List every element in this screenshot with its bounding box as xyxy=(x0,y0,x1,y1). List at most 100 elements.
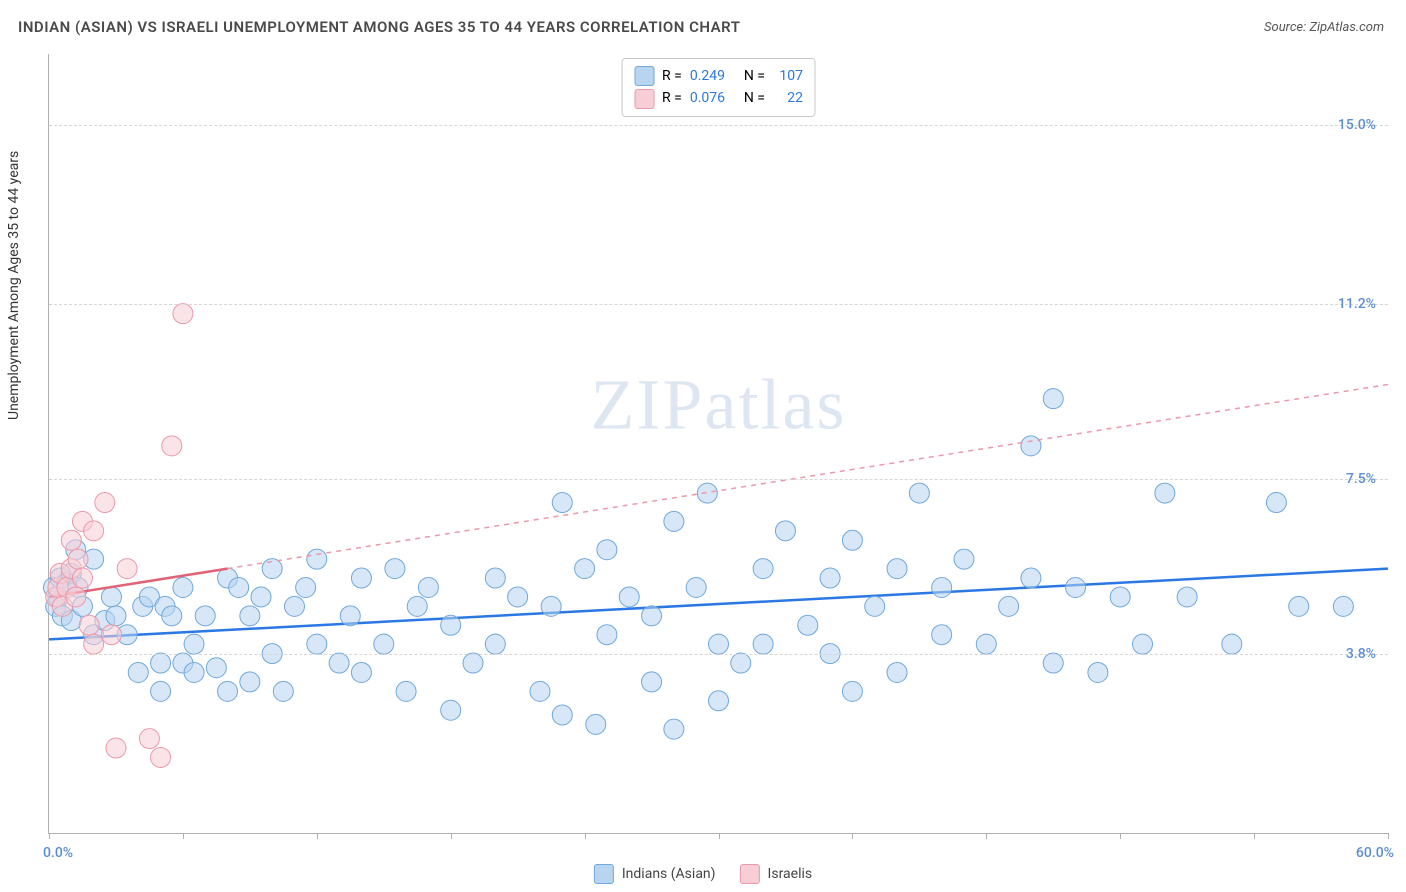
stats-row-series-0: R = 0.249 N = 107 xyxy=(634,65,803,87)
data-point xyxy=(1043,653,1063,673)
data-point xyxy=(229,577,249,597)
stats-n-label: N = xyxy=(744,65,765,87)
data-point xyxy=(842,681,862,701)
data-point xyxy=(485,568,505,588)
data-point xyxy=(101,587,121,607)
data-point xyxy=(932,625,952,645)
data-point xyxy=(1066,577,1086,597)
x-axis-min-label: 0.0% xyxy=(43,845,73,861)
data-point xyxy=(307,549,327,569)
data-point xyxy=(79,615,99,635)
data-point xyxy=(954,549,974,569)
data-point xyxy=(101,625,121,645)
data-point xyxy=(485,634,505,654)
data-point xyxy=(106,738,126,758)
data-point xyxy=(66,587,86,607)
source-attribution: Source: ZipAtlas.com xyxy=(1264,20,1384,35)
data-point xyxy=(1110,587,1130,607)
x-tick-mark xyxy=(1254,833,1255,839)
data-point xyxy=(976,634,996,654)
data-point xyxy=(162,436,182,456)
y-tick-label: 11.2% xyxy=(1338,296,1376,312)
data-point xyxy=(184,634,204,654)
data-point xyxy=(463,653,483,673)
swatch-series-1 xyxy=(634,89,654,109)
x-tick-mark xyxy=(719,833,720,839)
x-tick-mark xyxy=(451,833,452,839)
data-point xyxy=(865,596,885,616)
data-point xyxy=(396,681,416,701)
data-point xyxy=(508,587,528,607)
data-point xyxy=(909,483,929,503)
data-point xyxy=(151,681,171,701)
data-point xyxy=(1155,483,1175,503)
data-point xyxy=(418,577,438,597)
data-point xyxy=(68,549,88,569)
data-point xyxy=(709,691,729,711)
data-point xyxy=(798,615,818,635)
x-tick-mark xyxy=(317,833,318,839)
data-point xyxy=(340,606,360,626)
data-point xyxy=(1043,389,1063,409)
trend-extrapolate-1 xyxy=(228,384,1388,568)
x-tick-mark xyxy=(986,833,987,839)
data-point xyxy=(151,653,171,673)
data-point xyxy=(530,681,550,701)
data-point xyxy=(775,521,795,541)
data-point xyxy=(664,511,684,531)
stats-n-label: N = xyxy=(744,87,765,109)
data-point xyxy=(184,662,204,682)
data-point xyxy=(296,577,316,597)
data-point xyxy=(820,568,840,588)
y-tick-label: 3.8% xyxy=(1346,646,1376,662)
data-point xyxy=(218,681,238,701)
data-point xyxy=(374,634,394,654)
data-point xyxy=(262,559,282,579)
gridline xyxy=(49,654,1388,655)
x-tick-mark xyxy=(852,833,853,839)
stats-r-label: R = xyxy=(662,65,682,87)
data-point xyxy=(307,634,327,654)
data-point xyxy=(731,653,751,673)
data-point xyxy=(1333,596,1353,616)
chart-title: INDIAN (ASIAN) VS ISRAELI UNEMPLOYMENT A… xyxy=(18,18,740,36)
stats-r-value-1: 0.076 xyxy=(690,87,736,109)
data-point xyxy=(240,606,260,626)
legend-item-1: Israelis xyxy=(740,864,813,884)
data-point xyxy=(351,568,371,588)
data-point xyxy=(597,540,617,560)
data-point xyxy=(195,606,215,626)
data-point xyxy=(642,672,662,692)
data-point xyxy=(240,672,260,692)
stats-n-value-0: 107 xyxy=(773,65,803,87)
data-point xyxy=(117,559,137,579)
x-tick-mark xyxy=(1388,833,1389,839)
data-point xyxy=(552,705,572,725)
data-point xyxy=(251,587,271,607)
x-axis-max-label: 60.0% xyxy=(1356,845,1394,861)
data-point xyxy=(664,719,684,739)
x-tick-mark xyxy=(1120,833,1121,839)
data-point xyxy=(586,714,606,734)
data-point xyxy=(106,606,126,626)
data-point xyxy=(709,634,729,654)
x-tick-mark xyxy=(585,833,586,839)
legend-label-1: Israelis xyxy=(768,866,813,882)
stats-legend: R = 0.249 N = 107 R = 0.076 N = 22 xyxy=(621,58,816,117)
data-point xyxy=(84,634,104,654)
data-point xyxy=(329,653,349,673)
x-tick-mark xyxy=(49,833,50,839)
stats-r-label: R = xyxy=(662,87,682,109)
stats-row-series-1: R = 0.076 N = 22 xyxy=(634,87,803,109)
data-point xyxy=(1021,436,1041,456)
data-point xyxy=(1088,662,1108,682)
gridline xyxy=(49,479,1388,480)
data-point xyxy=(619,587,639,607)
data-point xyxy=(887,559,907,579)
y-tick-label: 7.5% xyxy=(1346,471,1376,487)
data-point xyxy=(61,530,81,550)
data-point xyxy=(1133,634,1153,654)
data-point xyxy=(697,483,717,503)
data-point xyxy=(842,530,862,550)
legend-swatch-1 xyxy=(740,864,760,884)
